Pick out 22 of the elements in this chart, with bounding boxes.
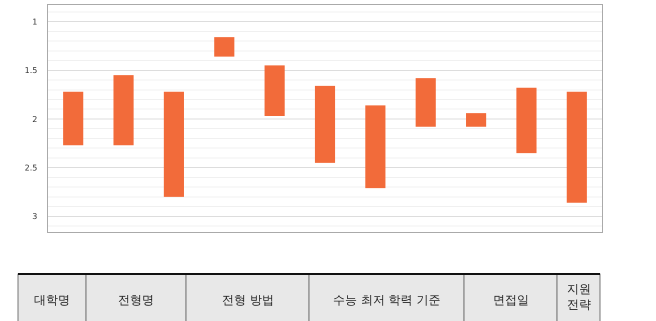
- bar: [416, 78, 436, 127]
- bar: [516, 88, 537, 154]
- bar: [113, 75, 134, 146]
- text: 전형명: [118, 293, 154, 307]
- bar: [264, 65, 285, 116]
- text: 수능 최저 학력 기준: [333, 293, 440, 307]
- bar: [566, 92, 587, 203]
- text: 면접일: [493, 293, 529, 307]
- y-tick-label: 2: [32, 114, 38, 124]
- bar: [214, 37, 234, 57]
- bar: [314, 86, 336, 163]
- y-tick-label: 1.5: [24, 66, 38, 76]
- text: 대학명: [34, 293, 70, 307]
- bar: [365, 105, 386, 188]
- bar: [63, 92, 84, 146]
- text: 전형 방법: [222, 293, 274, 307]
- y-tick-label: 2.5: [24, 164, 38, 172]
- y-tick-label: 1: [32, 17, 38, 26]
- text: 지원 전략: [567, 282, 591, 312]
- bar: [164, 92, 184, 197]
- bar: [466, 113, 486, 127]
- y-tick-label: 3: [32, 212, 38, 222]
